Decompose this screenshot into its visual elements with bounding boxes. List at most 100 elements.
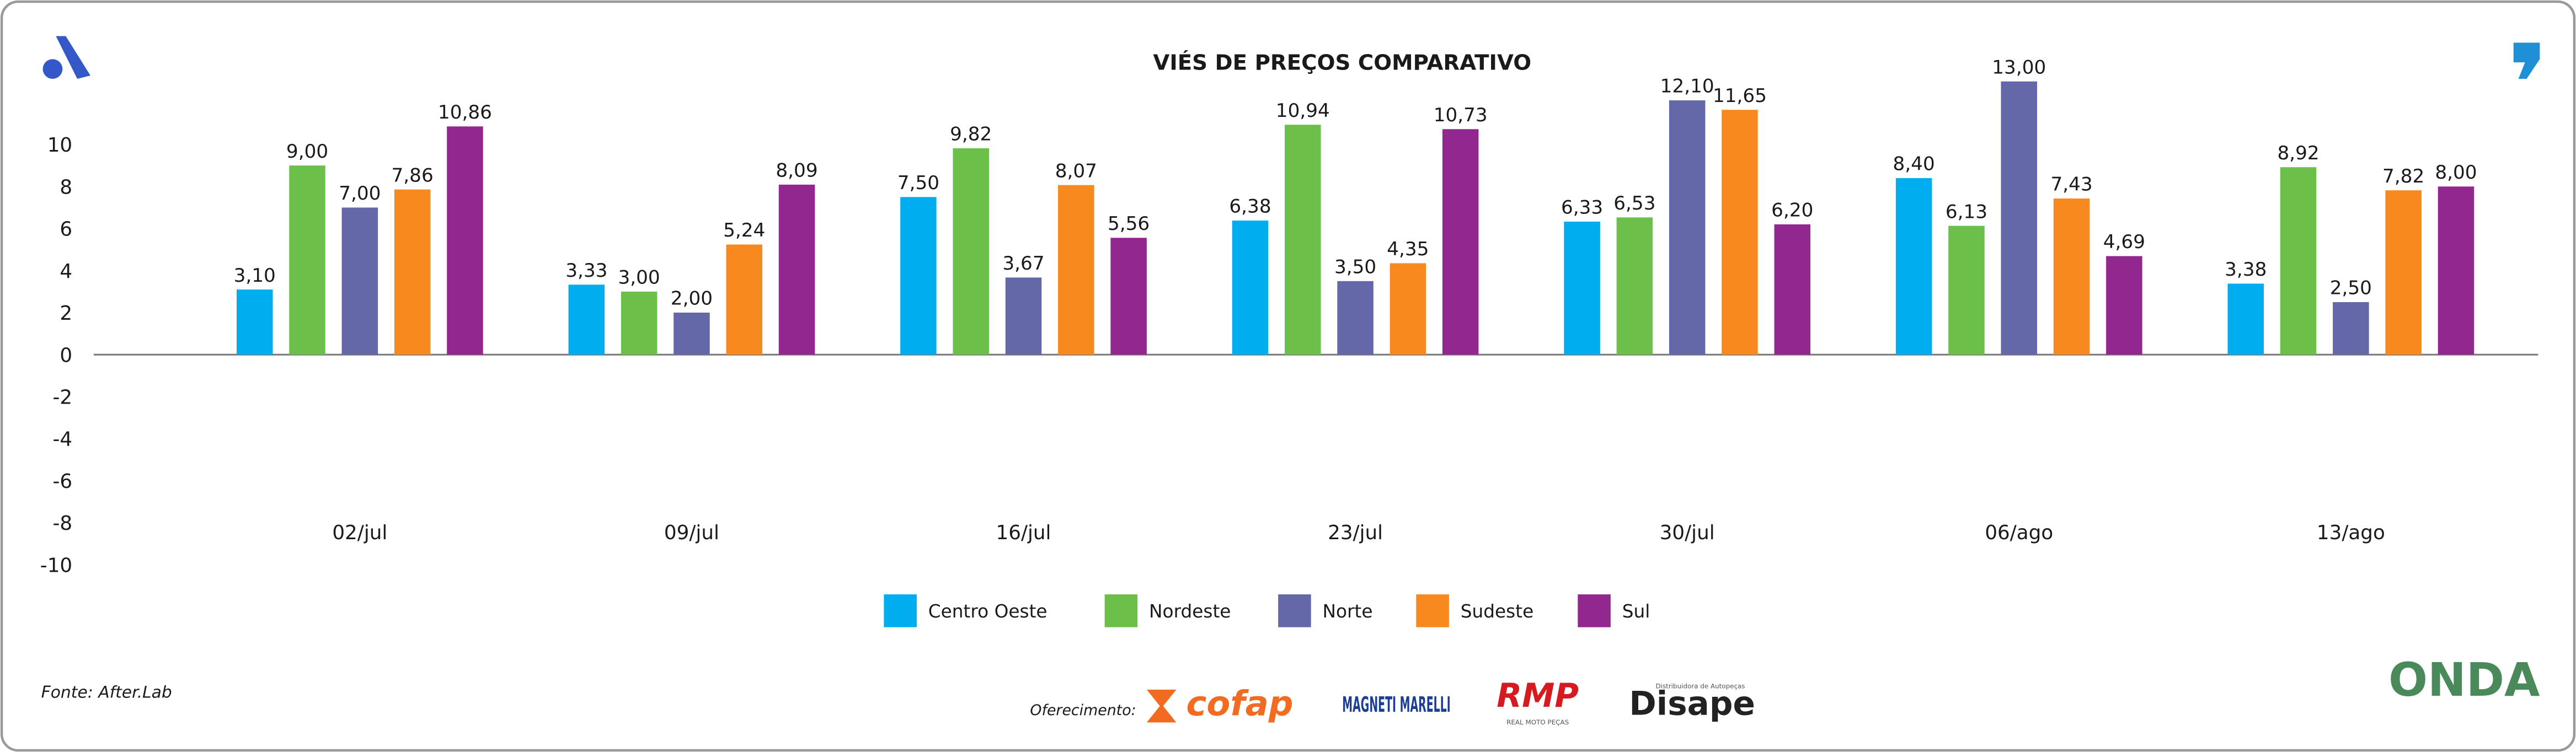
bar xyxy=(1948,225,1985,355)
y-tick-label: 10 xyxy=(47,134,72,157)
chart-title: VIÉS DE PREÇOS COMPARATIVO xyxy=(1153,50,1531,76)
value-label: 4,35 xyxy=(1387,238,1429,260)
value-label: 3,67 xyxy=(1002,253,1044,275)
legend-label: Centro Oeste xyxy=(928,601,1047,622)
bar xyxy=(1774,224,1811,355)
x-tick-label: 13/ago xyxy=(2317,522,2385,544)
bar xyxy=(2106,256,2142,355)
legend-label: Sudeste xyxy=(1461,601,1534,622)
x-tick-label: 09/jul xyxy=(664,522,719,544)
quote-icon xyxy=(2513,42,2540,79)
sponsor-rmp-sub: REAL MOTO PEÇAS xyxy=(1506,718,1569,726)
legend-swatch xyxy=(884,594,917,627)
bar xyxy=(2385,190,2422,355)
value-label: 9,00 xyxy=(286,141,328,163)
legend-swatch xyxy=(1416,594,1449,627)
value-label: 6,20 xyxy=(1771,200,1813,222)
value-label: 12,10 xyxy=(1660,76,1714,98)
y-tick-label: 2 xyxy=(60,302,72,325)
value-label: 6,53 xyxy=(1613,192,1655,214)
bar xyxy=(1564,221,1600,355)
y-tick-label: -8 xyxy=(53,512,73,535)
value-label: 13,00 xyxy=(1992,56,2046,78)
value-label: 6,13 xyxy=(1946,201,1987,223)
value-label: 8,40 xyxy=(1893,153,1935,175)
bar xyxy=(394,189,431,355)
bar xyxy=(621,291,658,355)
sponsor-rmp: RMP xyxy=(1497,677,1579,715)
value-label: 7,50 xyxy=(897,172,939,194)
value-label: 7,82 xyxy=(2382,165,2424,187)
bar xyxy=(1895,178,1932,355)
value-label: 8,09 xyxy=(776,160,817,182)
bar xyxy=(1442,129,1479,355)
value-label: 3,38 xyxy=(2225,259,2267,281)
y-tick-label: -6 xyxy=(53,470,73,493)
value-label: 7,43 xyxy=(2050,174,2092,196)
sponsor-cofap: cofap xyxy=(1186,684,1293,724)
value-label: 4,69 xyxy=(2103,231,2145,253)
bar xyxy=(1389,263,1426,355)
value-label: 7,86 xyxy=(392,164,434,186)
bar xyxy=(568,284,605,355)
legend-swatch xyxy=(1278,594,1311,627)
bar xyxy=(778,184,815,355)
legend-label: Nordeste xyxy=(1149,601,1231,622)
sponsor-disape-sub: Distribuidora de Autopeças xyxy=(1656,682,1745,690)
y-tick-label: 6 xyxy=(60,218,72,241)
bar xyxy=(341,207,378,355)
value-label: 3,00 xyxy=(618,267,660,289)
bar xyxy=(2280,167,2317,355)
sponsor-magneti: MAGNETI MARELLI xyxy=(1342,692,1451,717)
bar xyxy=(2227,283,2264,355)
value-label: 6,33 xyxy=(1561,197,1603,219)
legend-swatch xyxy=(1578,594,1611,627)
value-label: 6,38 xyxy=(1229,196,1271,218)
y-tick-label: 4 xyxy=(60,260,72,283)
sponsor-disape: Disape xyxy=(1629,685,1755,723)
bar xyxy=(2438,186,2475,355)
bar xyxy=(953,148,989,355)
x-tick-label: 30/jul xyxy=(1660,522,1715,544)
x-tick-label: 06/ago xyxy=(1985,522,2053,544)
source: Fonte: After.Lab xyxy=(41,683,172,702)
bar xyxy=(1616,217,1653,355)
bar xyxy=(1110,238,1147,355)
bar xyxy=(1285,125,1321,355)
x-tick-label: 23/jul xyxy=(1328,522,1383,544)
value-label: 2,00 xyxy=(671,288,713,310)
bar xyxy=(289,165,325,355)
brand-logo xyxy=(42,36,90,79)
bar xyxy=(1337,281,1373,355)
bar xyxy=(900,197,937,355)
value-label: 8,07 xyxy=(1055,160,1097,182)
y-tick-label: -2 xyxy=(53,386,73,409)
bar xyxy=(1669,100,1706,355)
bar xyxy=(236,289,273,355)
value-label: 5,56 xyxy=(1108,213,1150,235)
x-tick-label: 02/jul xyxy=(332,522,387,544)
bar xyxy=(2333,302,2369,355)
bar xyxy=(1232,221,1269,355)
legend-label: Sul xyxy=(1622,601,1650,622)
y-tick-label: 0 xyxy=(60,344,72,367)
bar xyxy=(674,313,710,355)
value-label: 3,50 xyxy=(1334,256,1376,278)
value-label: 9,82 xyxy=(950,123,992,146)
bar xyxy=(2001,81,2038,355)
value-label: 3,33 xyxy=(565,260,607,282)
legend-label: Norte xyxy=(1323,601,1373,622)
cofap-icon xyxy=(1146,689,1177,723)
sponsor-onda: ONDA xyxy=(2388,653,2540,707)
bar xyxy=(1058,185,1094,355)
value-label: 10,94 xyxy=(1276,100,1330,122)
sponsor-label: Oferecimento: xyxy=(1030,702,1136,719)
bar xyxy=(447,126,483,355)
bar xyxy=(1722,110,1758,355)
legend-swatch xyxy=(1104,594,1138,627)
y-tick-label: -4 xyxy=(53,428,73,451)
y-tick-label: -10 xyxy=(40,554,72,577)
value-label: 10,86 xyxy=(438,101,492,123)
